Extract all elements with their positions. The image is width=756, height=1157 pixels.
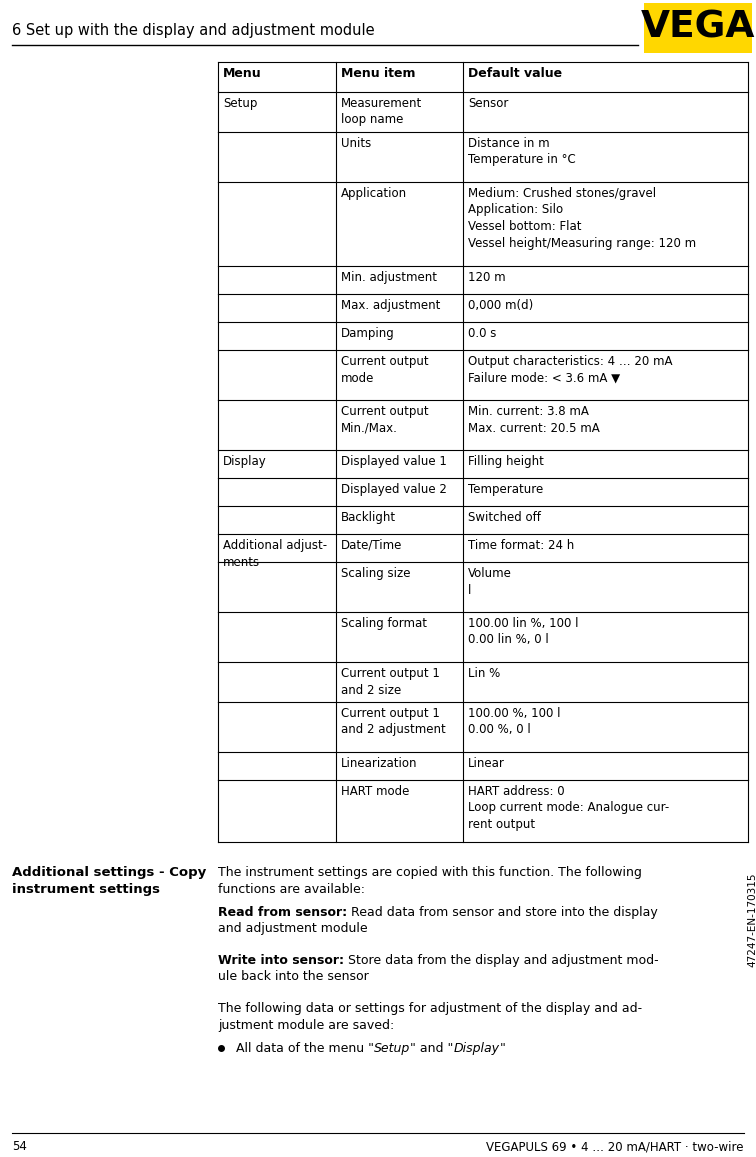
Text: Display: Display bbox=[454, 1042, 500, 1055]
Text: ule back into the sensor: ule back into the sensor bbox=[218, 970, 369, 983]
Text: Displayed value 2: Displayed value 2 bbox=[341, 482, 447, 496]
Text: 6 Set up with the display and adjustment module: 6 Set up with the display and adjustment… bbox=[12, 22, 375, 37]
Text: Switched off: Switched off bbox=[468, 511, 541, 524]
Text: Units: Units bbox=[341, 137, 371, 150]
Text: 120 m: 120 m bbox=[468, 271, 506, 283]
Text: Menu: Menu bbox=[223, 67, 262, 80]
Text: Additional settings - Copy: Additional settings - Copy bbox=[12, 865, 206, 879]
Text: Default value: Default value bbox=[468, 67, 562, 80]
Text: Scaling format: Scaling format bbox=[341, 617, 427, 631]
Text: Scaling size: Scaling size bbox=[341, 567, 411, 580]
Text: Current output 1
and 2 size: Current output 1 and 2 size bbox=[341, 666, 440, 697]
Text: The instrument settings are copied with this function. The following
functions a: The instrument settings are copied with … bbox=[218, 865, 642, 896]
Text: Min. current: 3.8 mA
Max. current: 20.5 mA: Min. current: 3.8 mA Max. current: 20.5 … bbox=[468, 405, 600, 435]
Text: Current output 1
and 2 adjustment: Current output 1 and 2 adjustment bbox=[341, 707, 446, 737]
Text: 0.0 s: 0.0 s bbox=[468, 327, 497, 340]
Text: Output characteristics: 4 … 20 mA
Failure mode: < 3.6 mA ▼: Output characteristics: 4 … 20 mA Failur… bbox=[468, 355, 673, 384]
Text: instrument settings: instrument settings bbox=[12, 883, 160, 896]
Text: Current output
mode: Current output mode bbox=[341, 355, 429, 384]
Text: ": " bbox=[500, 1042, 506, 1055]
Text: Volume
l: Volume l bbox=[468, 567, 512, 597]
Text: 100.00 %, 100 l
0.00 %, 0 l: 100.00 %, 100 l 0.00 %, 0 l bbox=[468, 707, 560, 737]
Text: and adjustment module: and adjustment module bbox=[218, 922, 367, 935]
Text: The following data or settings for adjustment of the display and ad-
justment mo: The following data or settings for adjus… bbox=[218, 1002, 642, 1032]
Text: Lin %: Lin % bbox=[468, 666, 500, 680]
Text: Sensor: Sensor bbox=[468, 97, 508, 110]
Text: 0,000 m(d): 0,000 m(d) bbox=[468, 299, 533, 312]
Text: 47247-EN-170315: 47247-EN-170315 bbox=[747, 872, 756, 967]
Text: Temperature: Temperature bbox=[468, 482, 544, 496]
Text: 100.00 lin %, 100 l
0.00 lin %, 0 l: 100.00 lin %, 100 l 0.00 lin %, 0 l bbox=[468, 617, 578, 647]
Text: Distance in m
Temperature in °C: Distance in m Temperature in °C bbox=[468, 137, 576, 167]
Text: Max. adjustment: Max. adjustment bbox=[341, 299, 441, 312]
Text: Min. adjustment: Min. adjustment bbox=[341, 271, 437, 283]
Text: Measurement
loop name: Measurement loop name bbox=[341, 97, 423, 126]
Text: Current output
Min./Max.: Current output Min./Max. bbox=[341, 405, 429, 435]
Text: Backlight: Backlight bbox=[341, 511, 396, 524]
Text: Application: Application bbox=[341, 187, 407, 200]
Text: Setup: Setup bbox=[223, 97, 257, 110]
Text: HART mode: HART mode bbox=[341, 784, 410, 798]
Text: 54: 54 bbox=[12, 1141, 27, 1154]
Text: Linearization: Linearization bbox=[341, 757, 417, 771]
Text: Write into sensor:: Write into sensor: bbox=[218, 955, 344, 967]
Text: VEGAPULS 69 • 4 … 20 mA/HART · two-wire: VEGAPULS 69 • 4 … 20 mA/HART · two-wire bbox=[487, 1141, 744, 1154]
Text: Filling height: Filling height bbox=[468, 455, 544, 467]
Text: Menu item: Menu item bbox=[341, 67, 416, 80]
Text: Medium: Crushed stones/gravel
Application: Silo
Vessel bottom: Flat
Vessel heigh: Medium: Crushed stones/gravel Applicatio… bbox=[468, 187, 696, 250]
Bar bbox=[644, 3, 752, 53]
Text: Time format: 24 h: Time format: 24 h bbox=[468, 539, 575, 552]
Text: Linear: Linear bbox=[468, 757, 505, 771]
Text: HART address: 0
Loop current mode: Analogue cur-
rent output: HART address: 0 Loop current mode: Analo… bbox=[468, 784, 669, 831]
Text: Setup: Setup bbox=[374, 1042, 411, 1055]
Text: All data of the menu ": All data of the menu " bbox=[236, 1042, 374, 1055]
Text: Displayed value 1: Displayed value 1 bbox=[341, 455, 447, 467]
Text: Store data from the display and adjustment mod-: Store data from the display and adjustme… bbox=[344, 955, 658, 967]
Text: Read data from sensor and store into the display: Read data from sensor and store into the… bbox=[347, 906, 658, 919]
Text: VEGA: VEGA bbox=[641, 10, 755, 46]
Text: " and ": " and " bbox=[411, 1042, 454, 1055]
Text: Date/Time: Date/Time bbox=[341, 539, 402, 552]
Text: Read from sensor:: Read from sensor: bbox=[218, 906, 347, 919]
Text: Additional adjust-
ments: Additional adjust- ments bbox=[223, 539, 327, 568]
Text: Damping: Damping bbox=[341, 327, 395, 340]
Text: Display: Display bbox=[223, 455, 267, 467]
